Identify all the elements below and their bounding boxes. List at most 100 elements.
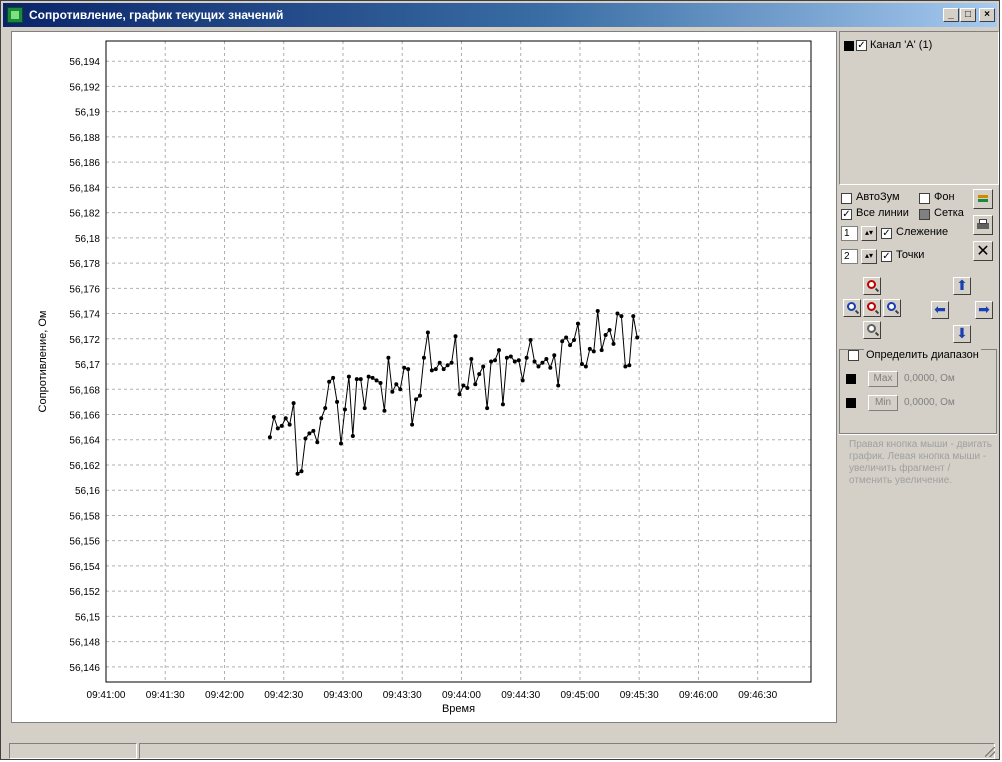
- close-button[interactable]: ×: [979, 8, 995, 22]
- data-point: [394, 382, 399, 387]
- y-tick-label: 56,17: [75, 360, 100, 371]
- y-tick-label: 56,148: [69, 638, 100, 649]
- data-point: [370, 375, 375, 380]
- legend-item-label: Канал 'A' (1): [870, 39, 933, 51]
- x-tick-label: 09:46:00: [679, 690, 718, 701]
- data-point: [378, 380, 383, 385]
- resize-grip-icon[interactable]: [985, 747, 995, 757]
- data-point: [595, 309, 600, 314]
- data-point: [568, 343, 573, 348]
- max-button[interactable]: Max: [868, 371, 898, 387]
- data-point: [287, 422, 292, 427]
- tracking-checkbox[interactable]: ✓: [881, 228, 892, 239]
- max-value: 0,0000, Ом: [904, 373, 955, 384]
- all-lines-checkbox[interactable]: ✓: [841, 209, 852, 220]
- data-point: [421, 355, 426, 360]
- data-point: [382, 408, 387, 413]
- line-width-spinner[interactable]: ▴▾: [861, 226, 877, 241]
- data-point: [342, 407, 347, 412]
- plot-border: [105, 40, 812, 683]
- plot-background: [106, 41, 811, 682]
- palette-icon[interactable]: [973, 189, 993, 209]
- data-point: [500, 402, 505, 407]
- data-point: [354, 377, 359, 382]
- data-point: [271, 415, 276, 420]
- minimize-button[interactable]: _: [943, 8, 959, 22]
- data-point: [346, 374, 351, 379]
- grid-checkbox[interactable]: [919, 209, 930, 220]
- background-checkbox[interactable]: [919, 193, 930, 204]
- data-point: [465, 385, 470, 390]
- data-point: [445, 363, 450, 368]
- min-color-swatch: [846, 398, 856, 408]
- y-tick-label: 56,192: [69, 82, 100, 93]
- all-lines-label: Все линии: [856, 207, 909, 219]
- y-tick-label: 56,194: [69, 57, 100, 68]
- zoom-out-icon[interactable]: [883, 299, 901, 317]
- data-point: [366, 374, 371, 379]
- zoom-in-icon[interactable]: [863, 277, 881, 295]
- data-point: [544, 356, 549, 361]
- y-tick-label: 56,184: [69, 183, 100, 194]
- data-point: [615, 311, 620, 316]
- data-point: [398, 387, 403, 392]
- data-point: [283, 416, 288, 421]
- data-point: [579, 362, 584, 367]
- data-point: [315, 440, 320, 445]
- control-panel: ✓ Канал 'A' (1) АвтоЗум Фон ✓ Все линии …: [839, 31, 999, 723]
- y-tick-label: 56,146: [69, 663, 100, 674]
- maximize-button[interactable]: □: [960, 8, 976, 22]
- y-tick-label: 56,154: [69, 562, 100, 573]
- data-point: [477, 372, 482, 377]
- arrow-left-icon[interactable]: ⬅: [931, 301, 949, 319]
- data-point: [390, 389, 395, 394]
- max-color-swatch: [846, 374, 856, 384]
- zoom-reset-icon[interactable]: [863, 321, 881, 339]
- arrow-right-icon[interactable]: ➡: [975, 301, 993, 319]
- tracking-label: Слежение: [896, 226, 949, 238]
- hint-divider: [839, 433, 997, 435]
- y-tick-label: 56,156: [69, 537, 100, 548]
- data-point: [473, 382, 478, 387]
- data-point: [453, 334, 458, 339]
- x-tick-label: 09:42:00: [205, 690, 244, 701]
- chart[interactable]: 09:41:00 09:41:30 09:42:00 09:42:30 09:43:00…: [12, 32, 836, 722]
- data-point: [599, 348, 604, 353]
- plot-area[interactable]: 09:41:00 09:41:30 09:42:00 09:42:30 09:43:00…: [11, 31, 837, 723]
- point-size-spinner[interactable]: ▴▾: [861, 249, 877, 264]
- arrow-up-icon[interactable]: ⬆: [953, 277, 971, 295]
- min-button[interactable]: Min: [868, 395, 898, 411]
- y-tick-label: 56,188: [69, 133, 100, 144]
- title-bar[interactable]: Сопротивление, график текущих значений _…: [3, 3, 997, 27]
- points-checkbox[interactable]: ✓: [881, 251, 892, 262]
- legend: ✓ Канал 'A' (1): [839, 31, 999, 185]
- data-point: [457, 392, 462, 397]
- point-size-input[interactable]: 2: [841, 249, 858, 264]
- line-width-input[interactable]: 1: [841, 226, 858, 241]
- x-tick-label: 09:41:30: [146, 690, 185, 701]
- delete-icon[interactable]: ✕: [973, 241, 993, 261]
- data-point: [433, 367, 438, 372]
- data-point: [350, 433, 355, 438]
- data-point: [323, 406, 328, 411]
- data-point: [631, 314, 636, 319]
- define-range-checkbox[interactable]: [848, 350, 859, 361]
- data-point: [307, 431, 312, 436]
- zoom-in-icon[interactable]: [843, 299, 861, 317]
- data-point: [591, 349, 596, 354]
- y-tick-label: 56,172: [69, 335, 100, 346]
- points-label: Точки: [896, 249, 925, 261]
- x-tick-label: 09:43:30: [383, 690, 422, 701]
- arrow-down-icon[interactable]: ⬇: [953, 325, 971, 343]
- data-point: [410, 422, 415, 427]
- zoom-reset-icon[interactable]: [863, 299, 881, 317]
- status-cell-1: [9, 743, 137, 759]
- autozoom-checkbox[interactable]: [841, 193, 852, 204]
- data-point: [327, 379, 332, 384]
- window-title: Сопротивление, график текущих значений: [29, 8, 284, 22]
- printer-icon[interactable]: [973, 215, 993, 235]
- legend-checkbox[interactable]: ✓: [856, 40, 867, 51]
- data-point: [461, 383, 466, 388]
- data-point: [374, 378, 379, 383]
